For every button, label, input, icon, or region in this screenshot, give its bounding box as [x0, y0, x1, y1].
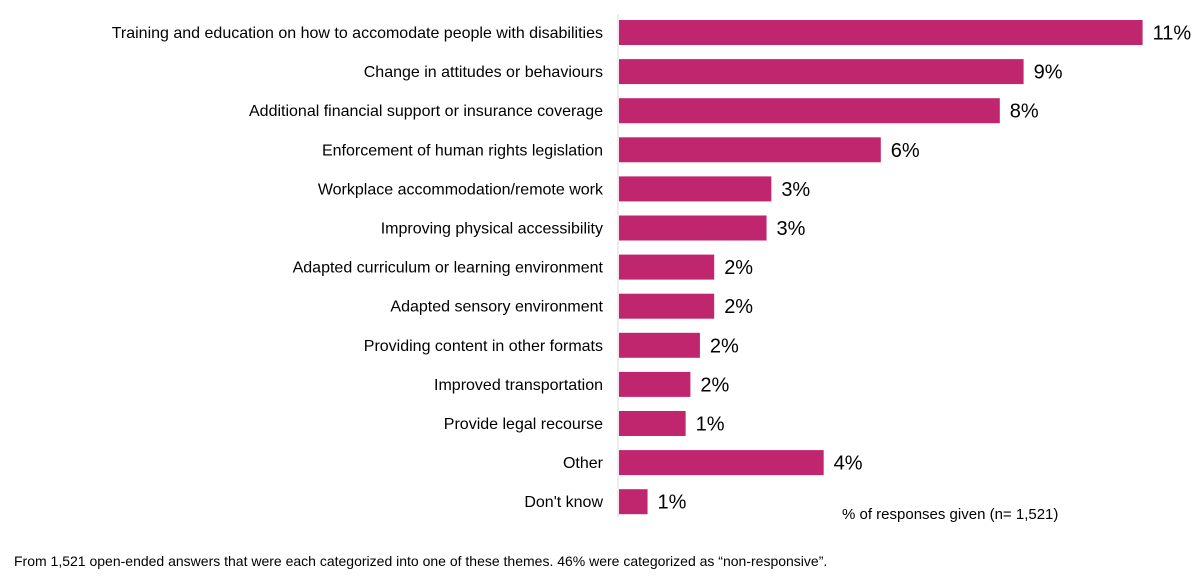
category-label: Change in attitudes or behaviours — [364, 64, 603, 81]
category-label: Workplace accommodation/remote work — [318, 181, 604, 198]
value-label: 1% — [696, 414, 725, 436]
category-label: Providing content in other formats — [364, 338, 603, 355]
footnote: From 1,521 open-ended answers that were … — [14, 553, 828, 569]
bar — [619, 98, 1000, 124]
value-label: 6% — [891, 140, 920, 162]
category-label: Improving physical accessibility — [381, 221, 603, 238]
bar — [619, 137, 881, 163]
bar — [619, 411, 686, 436]
value-label: 1% — [658, 492, 687, 514]
value-label: 9% — [1034, 62, 1063, 84]
bar — [619, 293, 715, 319]
value-label: 2% — [724, 257, 753, 279]
category-label: Additional financial support or insuranc… — [249, 103, 603, 120]
bar — [619, 176, 772, 202]
category-label: Other — [563, 455, 604, 472]
value-label: 2% — [710, 335, 739, 357]
value-label: 4% — [834, 453, 863, 475]
category-label: Enforcement of human rights legislation — [322, 142, 603, 159]
bar-chart: Training and education on how to accomod… — [112, 14, 1192, 523]
bar — [619, 215, 767, 241]
category-label: Training and education on how to accomod… — [112, 25, 603, 42]
bar — [619, 450, 824, 476]
category-label: Adapted sensory environment — [390, 299, 603, 316]
value-label: 2% — [724, 296, 753, 318]
bar — [619, 371, 691, 397]
value-label: 3% — [781, 179, 810, 201]
value-label: 8% — [1010, 101, 1039, 123]
bar — [619, 59, 1024, 85]
bar — [619, 332, 700, 358]
value-label: 2% — [700, 374, 729, 396]
category-label: Don't know — [524, 494, 603, 511]
bar — [619, 489, 648, 515]
category-label: Adapted curriculum or learning environme… — [293, 260, 604, 277]
value-label: 11% — [1153, 23, 1192, 45]
axis-note: % of responses given (n= 1,521) — [842, 506, 1058, 523]
value-label: 3% — [777, 218, 806, 240]
bar — [619, 20, 1143, 45]
bar — [619, 254, 715, 280]
category-label: Provide legal recourse — [444, 416, 603, 433]
category-label: Improved transportation — [434, 377, 603, 394]
